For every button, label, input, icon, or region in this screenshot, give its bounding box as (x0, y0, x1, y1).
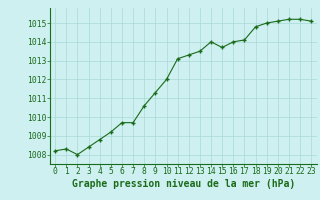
X-axis label: Graphe pression niveau de la mer (hPa): Graphe pression niveau de la mer (hPa) (72, 179, 295, 189)
